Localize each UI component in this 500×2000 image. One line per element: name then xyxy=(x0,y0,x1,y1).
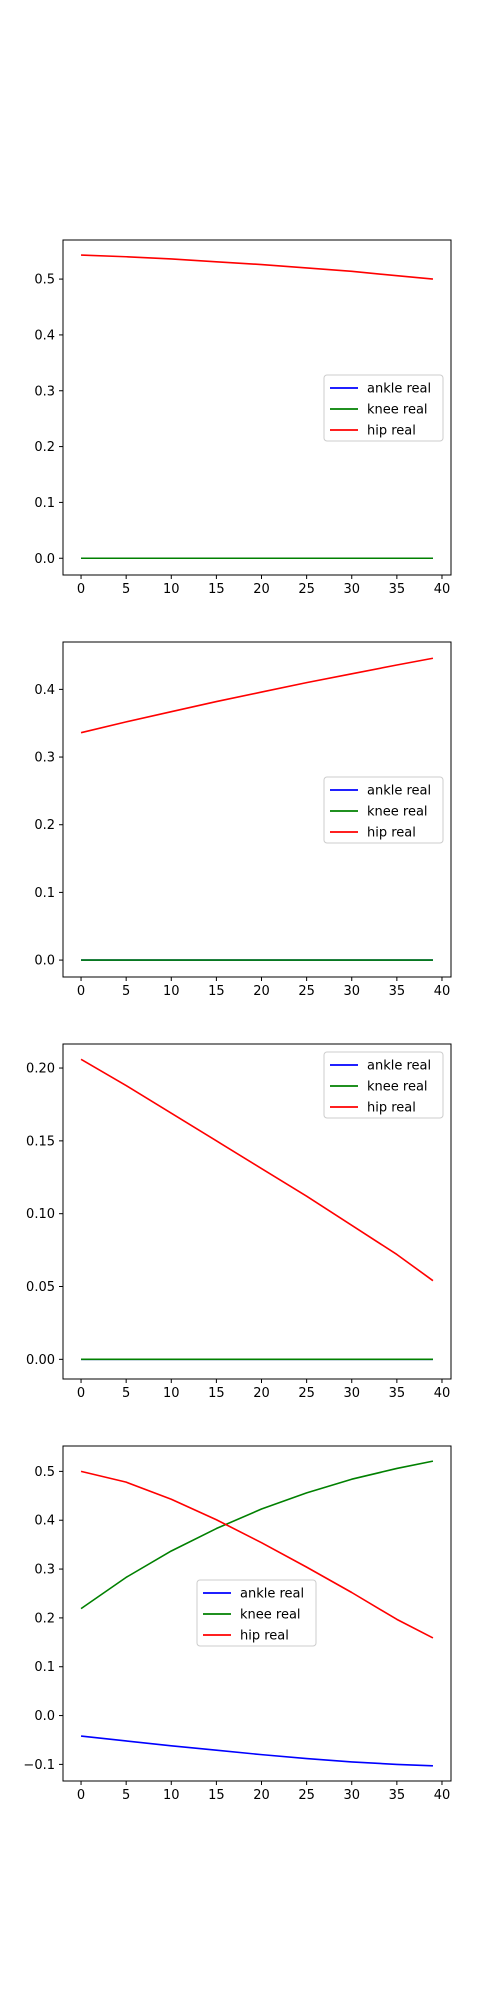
x-tick-label: 35 xyxy=(389,1788,406,1803)
y-tick-label: 0.1 xyxy=(34,886,55,901)
x-tick-label: 40 xyxy=(434,1788,451,1803)
legend: ankle real knee real hip real xyxy=(196,1579,317,1647)
x-tick-label: 30 xyxy=(343,984,360,999)
x-tick-label: 25 xyxy=(298,1788,315,1803)
x-tick-label: 0 xyxy=(77,1788,85,1803)
legend-label: ankle real xyxy=(367,382,431,397)
x-tick-label: 10 xyxy=(163,582,180,597)
legend-label: hip real xyxy=(367,424,416,439)
y-tick-label: 0.4 xyxy=(34,683,55,698)
y-tick-label: 0.5 xyxy=(34,273,55,288)
x-tick-label: 15 xyxy=(208,582,225,597)
x-tick-label: 30 xyxy=(343,1386,360,1401)
y-tick-label: 0.1 xyxy=(34,1660,55,1675)
x-tick-label: 35 xyxy=(389,582,406,597)
legend-label: knee real xyxy=(240,1608,301,1623)
x-tick-label: 20 xyxy=(253,1788,270,1803)
y-tick-label: 0.2 xyxy=(34,1611,55,1626)
chart-panel-2: 0 5 10 15 20 25 30 35 40 0.0 0.1 0.2 0.3 0.4 ankle rea… xyxy=(34,641,452,999)
series-line-hip-real xyxy=(80,657,434,734)
legend-box xyxy=(323,1051,444,1119)
axes-frame xyxy=(62,641,452,978)
legend-label: ankle real xyxy=(367,784,431,799)
x-tick-label: 15 xyxy=(208,1788,225,1803)
x-tick-label: 10 xyxy=(163,1386,180,1401)
chart-panel-4: 0 5 10 15 20 25 30 35 40 −0.1 0.0 0.1 0.2 0.3 0.4 0.5 an… xyxy=(23,1445,452,1803)
x-tick-label: 25 xyxy=(298,582,315,597)
y-tick-label: 0.10 xyxy=(26,1207,55,1222)
x-tick-label: 25 xyxy=(298,1386,315,1401)
legend-label: knee real xyxy=(367,403,428,418)
x-tick-label: 0 xyxy=(77,582,85,597)
legend-label: hip real xyxy=(240,1629,289,1644)
x-tick-label: 5 xyxy=(122,984,130,999)
x-tick-label: 20 xyxy=(253,582,270,597)
x-tick-label: 10 xyxy=(163,1788,180,1803)
x-tick-label: 30 xyxy=(343,582,360,597)
series-line-hip-real xyxy=(80,1470,434,1639)
x-tick-label: 15 xyxy=(208,1386,225,1401)
legend-label: knee real xyxy=(367,805,428,820)
axes-frame xyxy=(62,239,452,576)
y-tick-label: −0.1 xyxy=(23,1758,55,1773)
legend-box xyxy=(323,374,444,442)
y-tick-label: 0.3 xyxy=(34,1563,55,1578)
y-tick-label: 0.1 xyxy=(34,496,55,511)
series-line-hip-real xyxy=(80,1058,434,1282)
series-line-hip-real xyxy=(81,254,434,280)
y-tick-label: 0.15 xyxy=(26,1134,55,1149)
legend-label: hip real xyxy=(367,826,416,841)
x-tick-label: 20 xyxy=(253,1386,270,1401)
legend-label: hip real xyxy=(367,1101,416,1116)
y-tick-label: 0.0 xyxy=(34,1709,55,1724)
series-line-knee-real xyxy=(80,1460,434,1610)
y-tick-label: 0.4 xyxy=(34,328,55,343)
x-tick-label: 20 xyxy=(253,984,270,999)
x-tick-label: 15 xyxy=(208,984,225,999)
y-tick-label: 0.2 xyxy=(34,818,55,833)
y-tick-label: 0.4 xyxy=(34,1514,55,1529)
legend-label: knee real xyxy=(367,1080,428,1095)
y-tick-label: 0.00 xyxy=(26,1353,55,1368)
x-tick-label: 40 xyxy=(434,1386,451,1401)
y-tick-label: 0.3 xyxy=(34,384,55,399)
x-tick-label: 0 xyxy=(77,1386,85,1401)
axes-frame xyxy=(62,1043,452,1380)
y-tick-label: 0.05 xyxy=(26,1280,55,1295)
legend-box xyxy=(323,776,444,844)
x-tick-label: 30 xyxy=(343,1788,360,1803)
y-tick-label: 0.3 xyxy=(34,751,55,766)
x-tick-label: 10 xyxy=(163,984,180,999)
x-tick-label: 25 xyxy=(298,984,315,999)
legend: ankle real knee real hip real xyxy=(323,1051,444,1119)
chart-panel-3: 0 5 10 15 20 25 30 35 40 0.00 0.05 0.10 0.15 0.20 ankl… xyxy=(26,1043,452,1401)
x-tick-label: 35 xyxy=(389,1386,406,1401)
axes-frame xyxy=(62,1445,452,1782)
x-tick-label: 5 xyxy=(122,1386,130,1401)
y-tick-label: 0.20 xyxy=(26,1062,55,1077)
x-tick-label: 40 xyxy=(434,582,451,597)
y-tick-label: 0.0 xyxy=(34,954,55,969)
x-tick-label: 40 xyxy=(434,984,451,999)
y-tick-label: 0.5 xyxy=(34,1465,55,1480)
legend: ankle real knee real hip real xyxy=(323,776,444,844)
x-tick-label: 0 xyxy=(77,984,85,999)
x-tick-label: 35 xyxy=(389,984,406,999)
chart-panel-1: 0 5 10 15 20 25 30 35 40 0.0 0.1 0.2 0.3 0.4 0.5 ankle … xyxy=(34,239,452,597)
x-tick-label: 5 xyxy=(122,582,130,597)
legend-box xyxy=(196,1579,317,1647)
x-tick-label: 5 xyxy=(122,1788,130,1803)
legend-label: ankle real xyxy=(240,1587,304,1602)
legend-label: ankle real xyxy=(367,1059,431,1074)
y-tick-label: 0.0 xyxy=(34,552,55,567)
series-line-ankle-real xyxy=(80,1735,433,1767)
legend: ankle real knee real hip real xyxy=(323,374,444,442)
y-tick-label: 0.2 xyxy=(34,440,55,455)
